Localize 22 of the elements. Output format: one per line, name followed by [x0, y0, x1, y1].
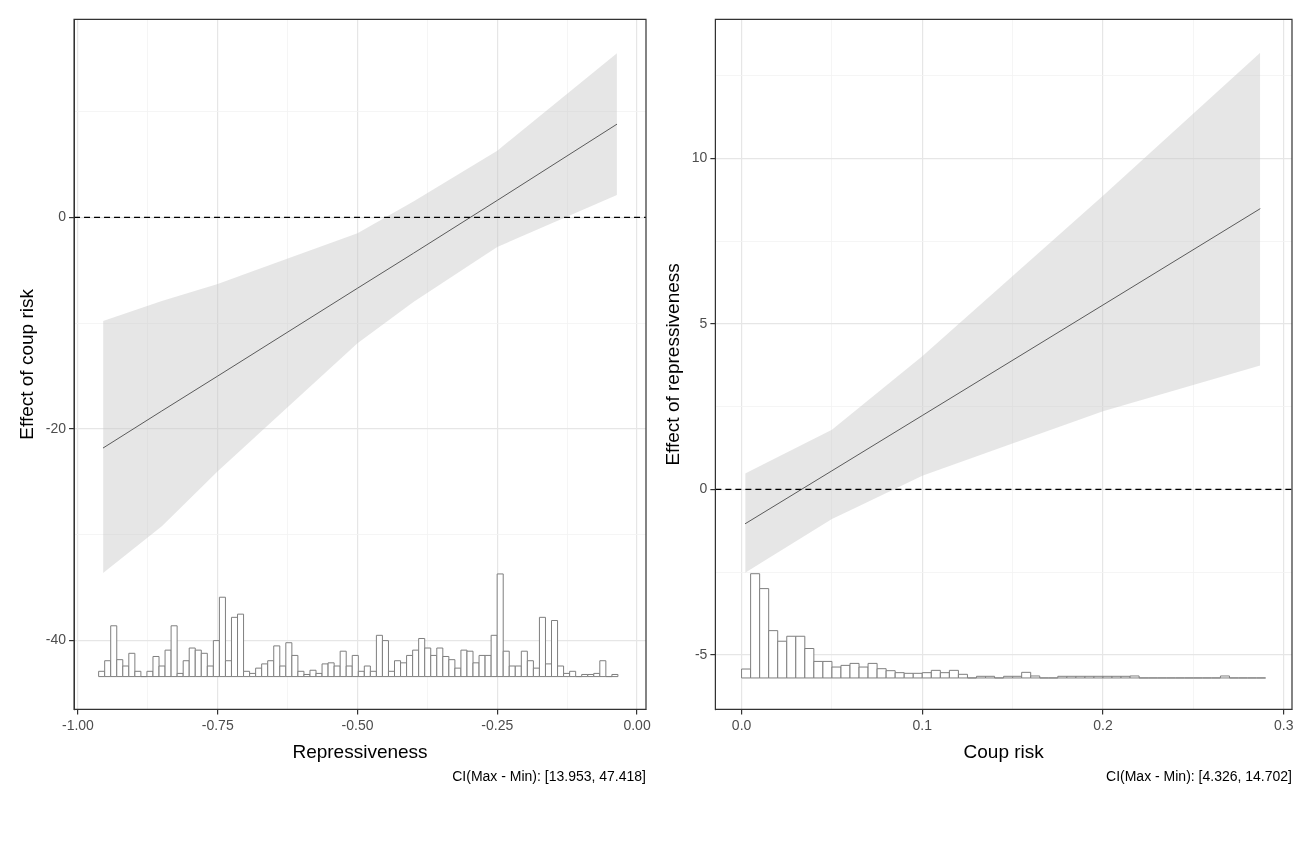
text: CI(Max - Min): [4.326, 14.702]: [1105, 768, 1293, 784]
x-tick-label: -0.50: [341, 716, 374, 733]
y-tick-label: -40: [45, 631, 67, 648]
y-tick-label: 10: [691, 149, 708, 166]
x-tick-label: 0.0: [731, 716, 752, 733]
y-tick-label: 0: [699, 480, 708, 497]
x-axis-title: Repressiveness: [292, 740, 428, 762]
x-tick-label: -1.00: [61, 716, 95, 733]
y-tick-label: -20: [45, 419, 67, 436]
text: CI(Max - Min): [13.953, 47.418]: [451, 768, 647, 784]
x-axis-title: Coup risk: [963, 740, 1045, 762]
y-tick-label: 0: [58, 208, 67, 225]
y-axis-title: Effect of coup risk: [15, 288, 37, 440]
y-axis-title: Effect of repressiveness: [661, 263, 683, 466]
y-tick-label: -5: [694, 645, 708, 662]
x-tick-label: 0.1: [912, 716, 933, 733]
y-tick-label: 5: [699, 314, 708, 331]
x-tick-label: -0.75: [201, 716, 234, 733]
x-tick-label: 0.3: [1273, 716, 1294, 733]
x-tick-label: -0.25: [481, 716, 514, 733]
x-tick-label: 0.2: [1093, 716, 1113, 733]
x-tick-label: 0.00: [623, 716, 651, 733]
